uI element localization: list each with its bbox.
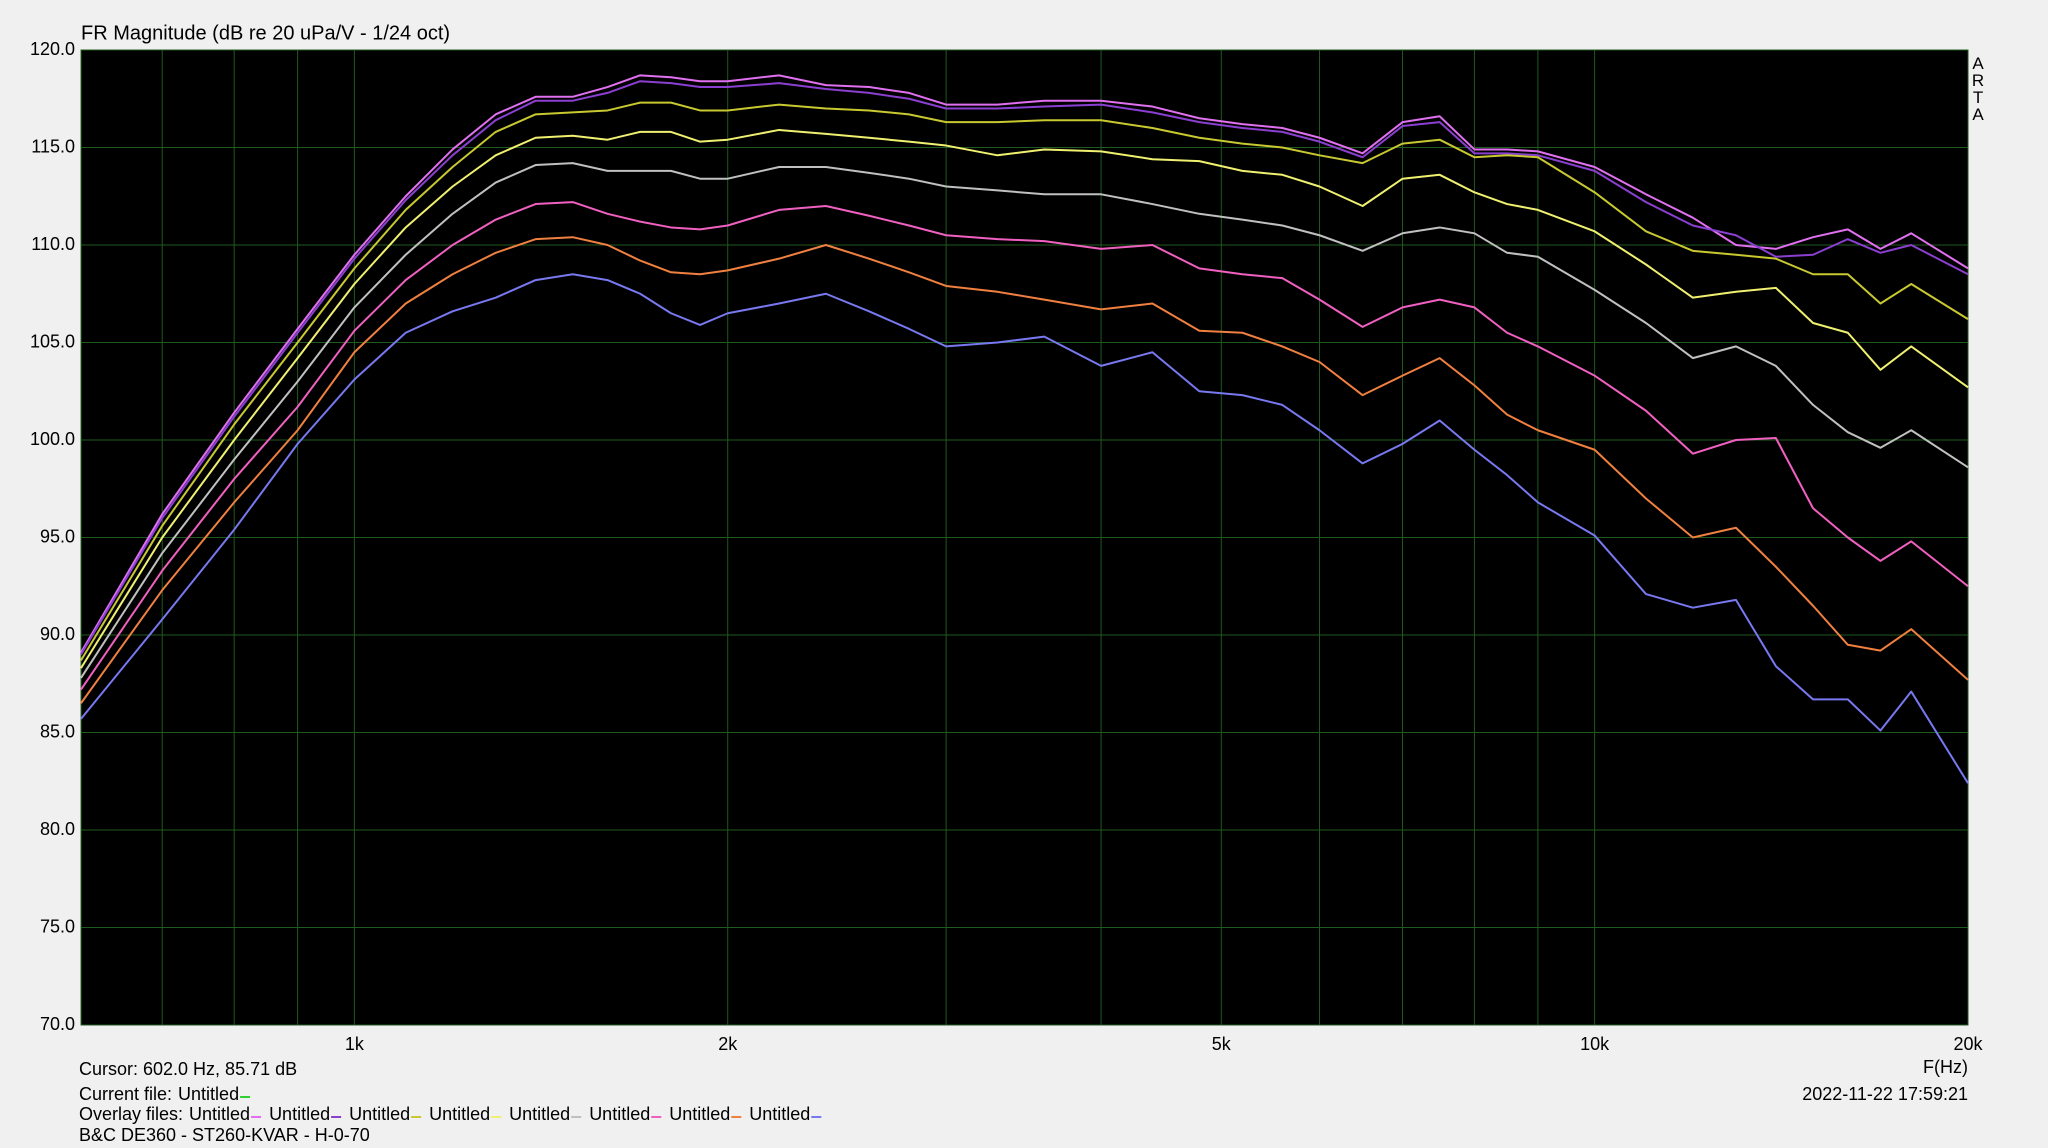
series-line bbox=[80, 273, 1969, 784]
x-tick-label: 2k bbox=[718, 1034, 738, 1054]
x-tick-label: 1k bbox=[345, 1034, 365, 1054]
y-tick-label: 75.0 bbox=[40, 916, 75, 936]
y-tick-label: 85.0 bbox=[40, 721, 75, 741]
y-tick-label: 90.0 bbox=[40, 624, 75, 644]
y-tick-label: 120.0 bbox=[30, 39, 75, 59]
current-file-name: Untitled bbox=[178, 1084, 239, 1104]
series-line bbox=[80, 128, 1969, 669]
legend-entry: Untitled bbox=[749, 1104, 810, 1124]
cursor-readout: Cursor: 602.0 Hz, 85.71 dB bbox=[79, 1059, 297, 1079]
legend-entry: Untitled bbox=[429, 1104, 490, 1124]
series-line bbox=[80, 162, 1969, 679]
legend-entry: Untitled bbox=[589, 1104, 650, 1124]
y-tick-label: 80.0 bbox=[40, 819, 75, 839]
x-tick-label: 10k bbox=[1580, 1034, 1610, 1054]
legend-entry: Untitled bbox=[349, 1104, 410, 1124]
chart-title: FR Magnitude (dB re 20 uPa/V - 1/24 oct) bbox=[81, 22, 450, 44]
series-line bbox=[80, 80, 1969, 656]
series-line bbox=[80, 101, 1969, 661]
y-tick-label: 100.0 bbox=[30, 429, 75, 449]
y-tick-label: 70.0 bbox=[40, 1014, 75, 1034]
footer: B&C DE360 - ST260-KVAR - H-0-70 bbox=[79, 1125, 370, 1145]
legend-entry: Untitled bbox=[509, 1104, 570, 1124]
y-tick-label: 95.0 bbox=[40, 526, 75, 546]
series-line bbox=[80, 74, 1969, 654]
series-line bbox=[80, 201, 1969, 691]
brand: ARTA bbox=[1969, 54, 1988, 122]
legend-label: Overlay files: bbox=[79, 1104, 183, 1124]
y-tick-label: 115.0 bbox=[31, 136, 75, 156]
x-tick-label: 5k bbox=[1212, 1034, 1232, 1054]
legend-entry: Untitled bbox=[269, 1104, 330, 1124]
x-tick-label: 20k bbox=[1953, 1034, 1983, 1054]
timestamp: 2022-11-22 17:59:21 bbox=[1802, 1084, 1968, 1104]
series-line bbox=[80, 236, 1969, 704]
y-tick-label: 110.0 bbox=[31, 234, 75, 254]
current-file-label: Current file: bbox=[79, 1084, 172, 1104]
legend-entry: Untitled bbox=[189, 1104, 250, 1124]
legend-entry: Untitled bbox=[669, 1104, 730, 1124]
x-axis-label: F(Hz) bbox=[1923, 1057, 1968, 1077]
y-tick-label: 105.0 bbox=[30, 331, 75, 351]
